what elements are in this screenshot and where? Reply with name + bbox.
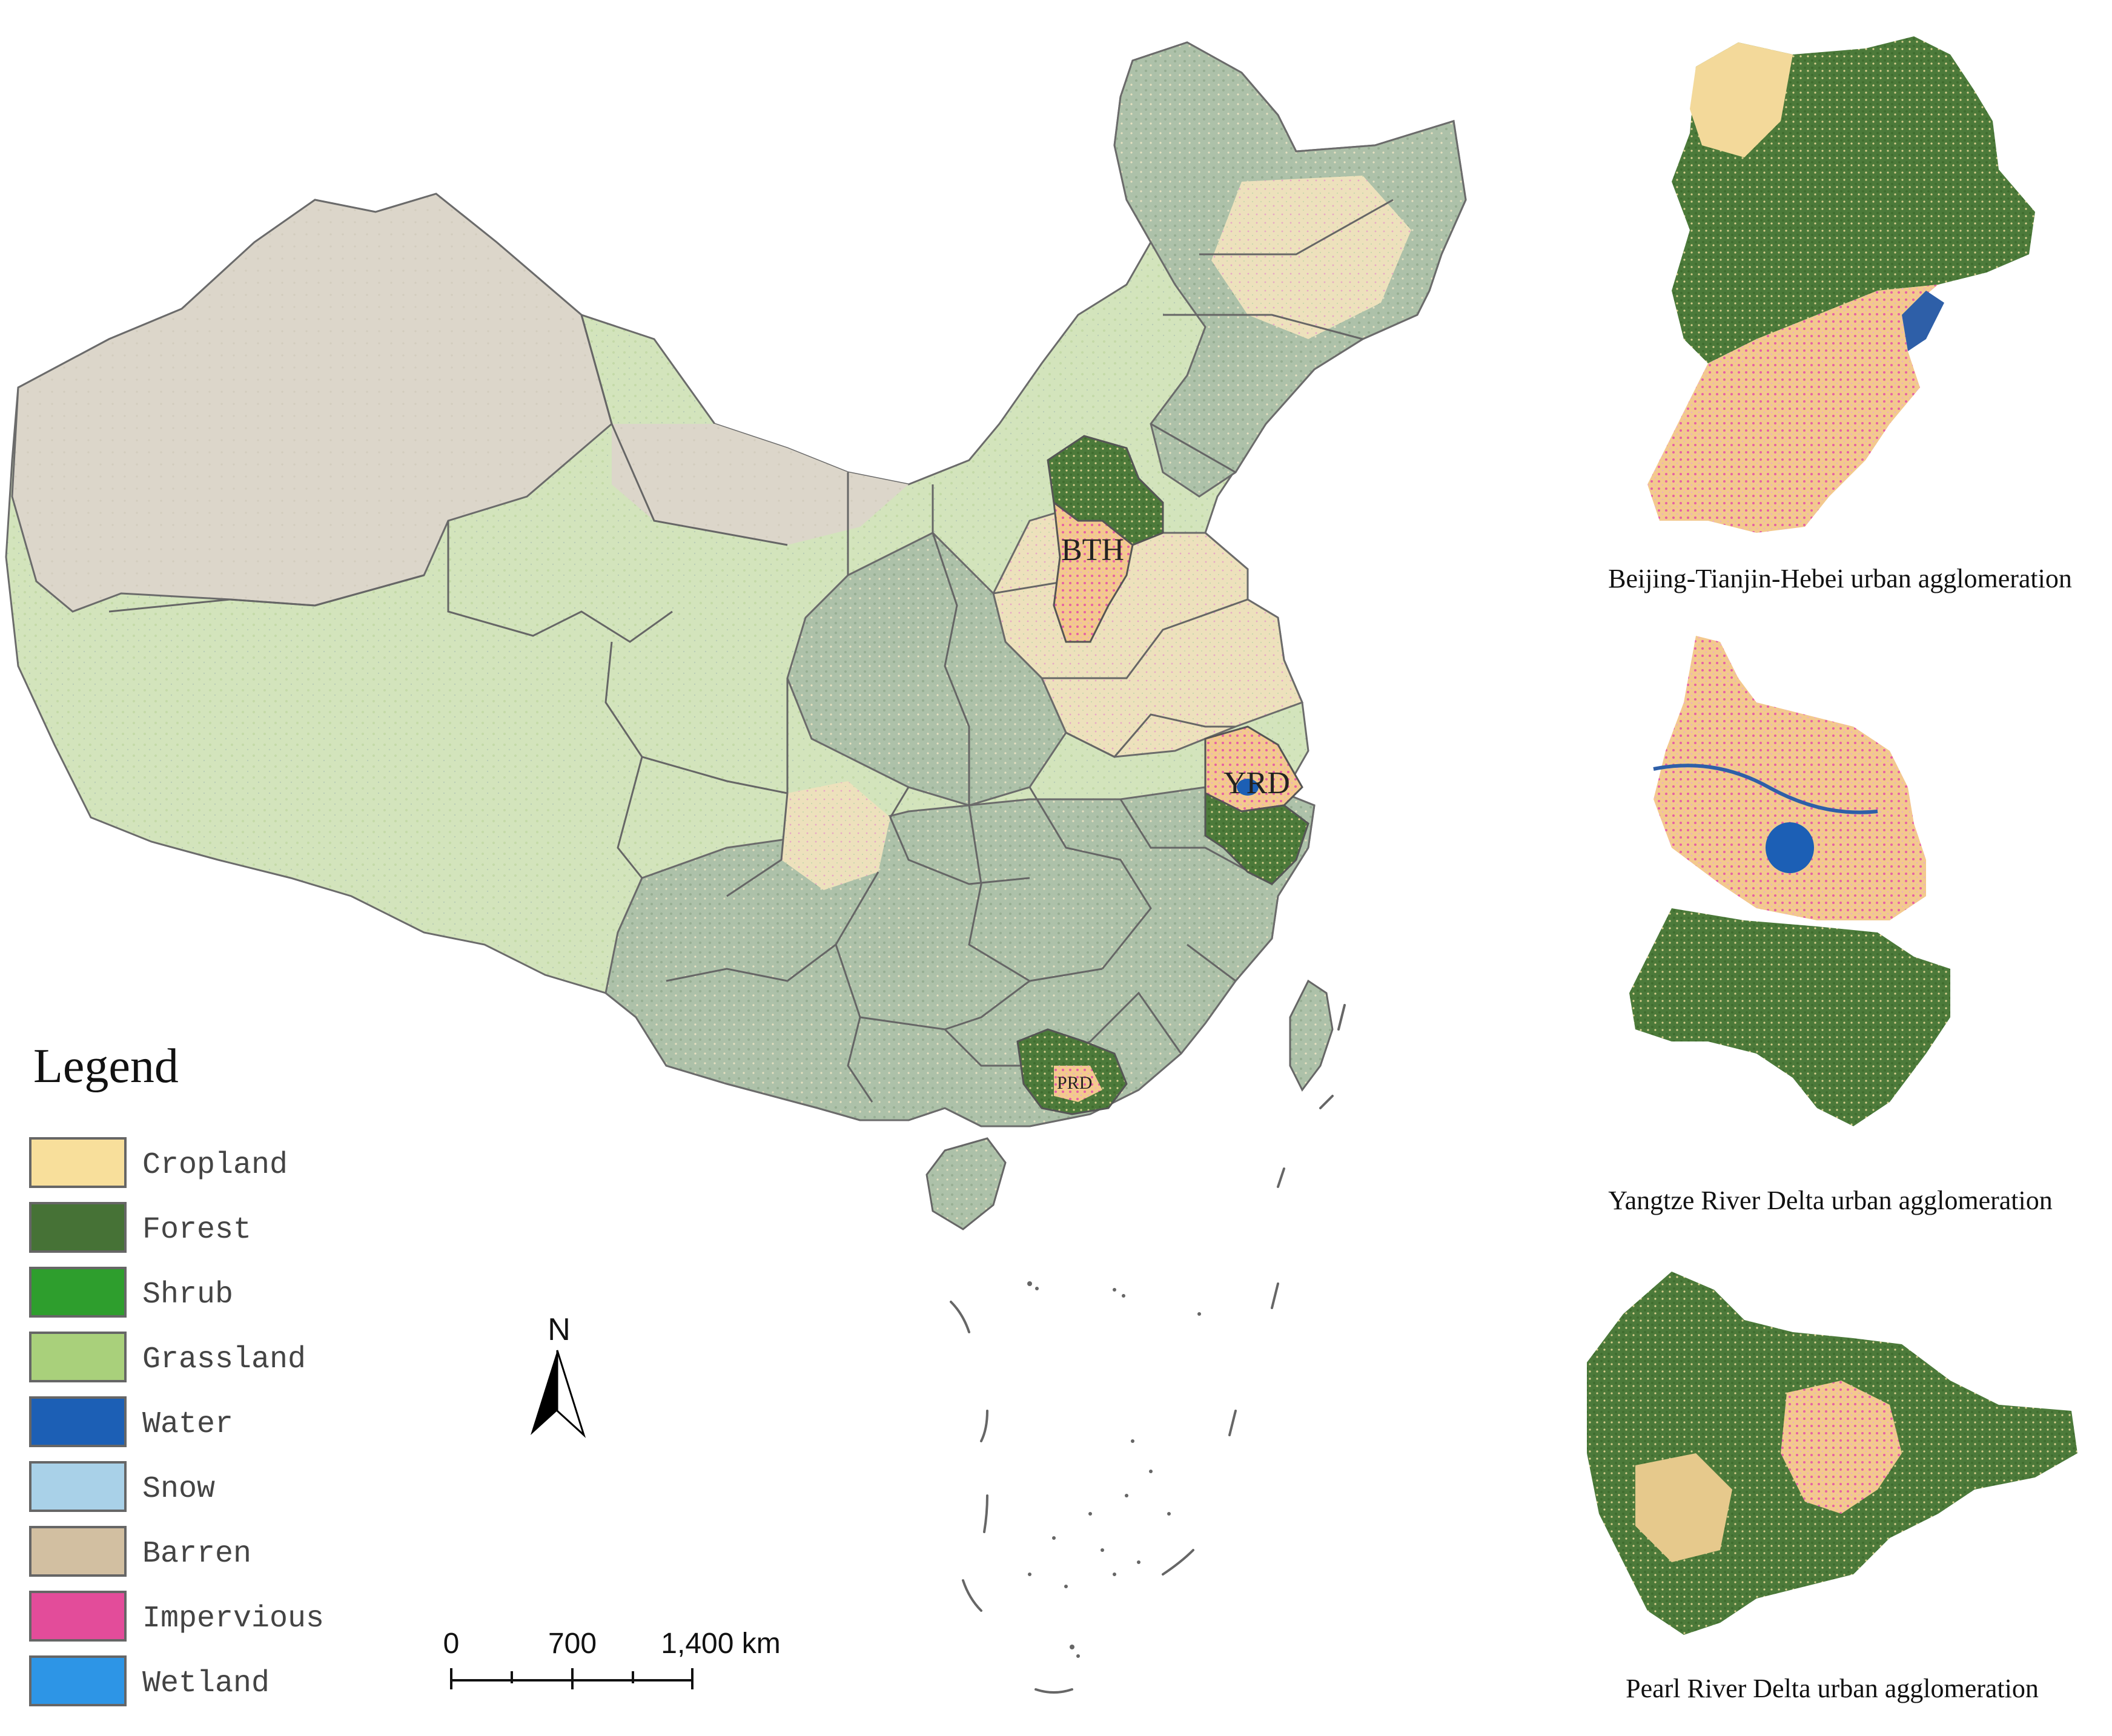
scale-label-0: 0 <box>443 1628 460 1660</box>
scale-label-700: 700 <box>548 1628 597 1660</box>
prd-label: PRD <box>1057 1073 1092 1093</box>
legend: Legend Cropland Forest Shrub Grassland Water… <box>29 1040 324 1706</box>
scale-bar: 0 700 1,400 km <box>443 1628 781 1689</box>
legend-swatch <box>29 1655 127 1706</box>
province-boundaries <box>108 199 1394 1103</box>
hainan-island <box>925 1137 1007 1230</box>
songnen-plain <box>1211 176 1411 339</box>
legend-label: Shrub <box>142 1278 233 1312</box>
legend-label: Impervious <box>142 1602 324 1636</box>
legend-swatch <box>29 1332 127 1382</box>
legend-item-forest: Forest <box>29 1202 251 1253</box>
central-china <box>786 532 1067 807</box>
legend-label: Cropland <box>142 1148 288 1183</box>
bth-region <box>1047 435 1164 643</box>
north-label: N <box>548 1312 571 1347</box>
yrd-region <box>1204 725 1309 885</box>
sichuan-basin <box>781 781 890 890</box>
south-china-sea-boundary <box>950 1004 1346 1694</box>
yrd-label: YRD <box>1223 766 1290 800</box>
legend-label: Grassland <box>142 1342 306 1377</box>
prd-region <box>1016 1028 1128 1115</box>
legend-item-water: Water <box>29 1396 233 1447</box>
legend-label: Wetland <box>142 1666 270 1701</box>
legend-label: Water <box>142 1407 233 1442</box>
legend-label: Snow <box>142 1472 215 1507</box>
legend-swatch <box>29 1396 127 1447</box>
inset-yrd-caption: Yangtze River Delta urban agglomeration <box>1608 1186 2053 1215</box>
legend-swatch <box>29 1202 127 1253</box>
legend-label: Forest <box>142 1213 251 1247</box>
inset-bth: Beijing-Tianjin-Hebei urban agglomeratio… <box>1608 36 2072 593</box>
legend-label: Barren <box>142 1537 251 1571</box>
inset-prd-caption: Pearl River Delta urban agglomeration <box>1626 1674 2039 1703</box>
inset-yrd: Yangtze River Delta urban agglomeration <box>1608 636 2053 1215</box>
inset-bth-caption: Beijing-Tianjin-Hebei urban agglomeratio… <box>1608 564 2072 593</box>
legend-swatch <box>29 1137 127 1188</box>
legend-title: Legend <box>33 1040 179 1093</box>
legend-item-cropland: Cropland <box>29 1137 288 1188</box>
xinjiang-desert <box>11 193 613 613</box>
china-map <box>5 41 1467 1694</box>
legend-swatch <box>29 1526 127 1577</box>
inset-prd: Pearl River Delta urban agglomeration <box>1587 1272 2077 1703</box>
legend-item-shrub: Shrub <box>29 1267 233 1318</box>
legend-items: Cropland Forest Shrub Grassland Water Snow Bar… <box>29 1137 324 1706</box>
legend-item-wetland: Wetland <box>29 1655 270 1706</box>
legend-swatch <box>29 1461 127 1512</box>
north-arrow: N <box>531 1312 586 1438</box>
north-arrow-icon <box>531 1350 557 1435</box>
legend-item-grassland: Grassland <box>29 1332 306 1382</box>
legend-item-snow: Snow <box>29 1461 215 1512</box>
taiwan-island <box>1289 979 1334 1092</box>
legend-item-barren: Barren <box>29 1526 251 1577</box>
bth-label: BTH <box>1061 533 1124 567</box>
legend-item-impervious: Impervious <box>29 1591 324 1642</box>
legend-swatch <box>29 1591 127 1642</box>
scale-label-1400: 1,400 km <box>661 1628 780 1660</box>
south-china-sea-islands <box>1027 1281 1201 1658</box>
legend-swatch <box>29 1267 127 1318</box>
inner-mongolia-desert <box>612 424 909 545</box>
